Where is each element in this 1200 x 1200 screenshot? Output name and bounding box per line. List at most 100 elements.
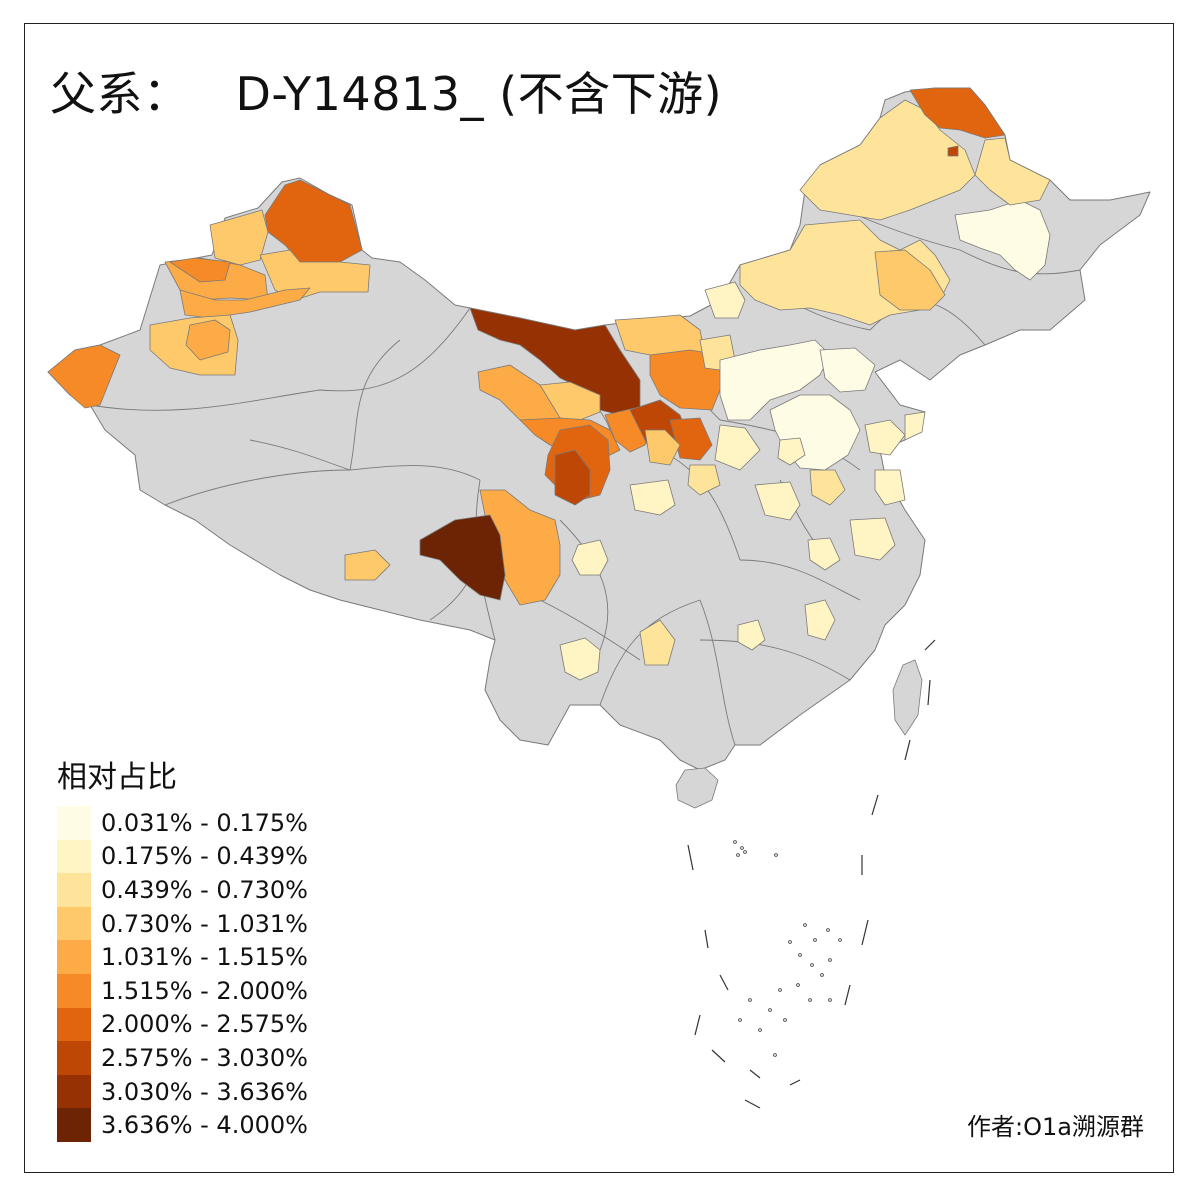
legend-label: 1.031% - 1.515% bbox=[101, 943, 308, 972]
island-dot bbox=[778, 988, 782, 992]
region-class-6 bbox=[169, 257, 231, 283]
boundary-dash bbox=[749, 1069, 761, 1079]
legend-label: 2.000% - 2.575% bbox=[101, 1010, 308, 1039]
legend-swatch bbox=[57, 906, 91, 941]
region-class-2 bbox=[754, 481, 801, 521]
island-dot bbox=[826, 928, 830, 932]
province-border bbox=[599, 599, 701, 706]
region-class-2 bbox=[571, 539, 609, 576]
island-dot bbox=[748, 998, 752, 1002]
map-title: 父系： D-Y14813_ (不含下游) bbox=[50, 58, 722, 124]
province-border bbox=[699, 599, 736, 746]
island-dot bbox=[810, 963, 814, 967]
island-dot bbox=[788, 940, 792, 944]
region-class-8 bbox=[947, 145, 959, 157]
legend-swatch bbox=[57, 940, 91, 974]
legend-item: 1.031% - 1.515% bbox=[57, 940, 308, 974]
province-border bbox=[249, 439, 351, 471]
legend-swatch bbox=[57, 1074, 91, 1109]
region-class-2 bbox=[864, 419, 906, 456]
province-border bbox=[349, 339, 401, 471]
region-class-4 bbox=[644, 429, 681, 466]
region-class-2 bbox=[804, 599, 836, 641]
island-dot bbox=[773, 1053, 777, 1057]
legend-item: 0.175% - 0.439% bbox=[57, 839, 308, 874]
legend-title: 相对占比 bbox=[57, 760, 177, 795]
boundary-dash bbox=[789, 1079, 801, 1086]
province-border bbox=[699, 639, 851, 681]
boundary-dash bbox=[694, 1014, 701, 1036]
legend-item: 3.636% - 4.000% bbox=[57, 1108, 308, 1142]
region-class-10 bbox=[419, 514, 506, 601]
title-haplogroup: D-Y14813_ bbox=[235, 67, 484, 121]
boundary-dash bbox=[711, 1049, 726, 1063]
province-border bbox=[739, 559, 861, 601]
legend-item: 2.575% - 3.030% bbox=[57, 1041, 308, 1075]
legend-item: 0.031% - 0.175% bbox=[57, 806, 308, 840]
region-class-2 bbox=[849, 517, 896, 561]
island-dot bbox=[820, 973, 824, 977]
legend-swatch bbox=[57, 1041, 91, 1075]
boundary-dash bbox=[704, 929, 709, 949]
region-class-3 bbox=[639, 619, 676, 666]
island-dot bbox=[838, 938, 842, 942]
island-dot bbox=[738, 1018, 742, 1022]
map-frame bbox=[24, 23, 1174, 1173]
island-dot bbox=[796, 983, 800, 987]
legend-swatch bbox=[57, 973, 91, 1008]
island-dot bbox=[803, 923, 807, 927]
legend-label: 2.575% - 3.030% bbox=[101, 1043, 308, 1072]
legend-swatch bbox=[57, 839, 91, 874]
region-class-3 bbox=[809, 469, 846, 506]
region-class-2 bbox=[874, 469, 906, 506]
boundary-dash bbox=[861, 919, 869, 946]
title-suffix: (不含下游) bbox=[499, 67, 723, 121]
region-class-3 bbox=[687, 464, 721, 496]
region-class-9 bbox=[469, 307, 641, 416]
legend: 0.031% - 0.175% 0.175% - 0.439% 0.439% - 0… bbox=[57, 806, 308, 1142]
legend-label: 0.175% - 0.439% bbox=[101, 842, 308, 871]
region-class-2 bbox=[704, 281, 746, 319]
region-class-2 bbox=[714, 424, 761, 471]
region-class-2 bbox=[737, 619, 766, 651]
boundary-dash bbox=[927, 679, 931, 706]
boundary-dash bbox=[871, 794, 879, 816]
region-class-1 bbox=[719, 339, 831, 421]
island-dot bbox=[798, 953, 802, 957]
region-class-7 bbox=[909, 87, 1006, 139]
legend-item: 0.730% - 1.031% bbox=[57, 906, 308, 941]
region-class-5 bbox=[179, 287, 311, 319]
island-dot bbox=[828, 958, 832, 962]
region-class-5 bbox=[185, 319, 231, 361]
title-prefix: 父系： bbox=[50, 67, 190, 121]
author-credit: 作者:O1a溯源群 bbox=[967, 1113, 1144, 1141]
legend-item: 2.000% - 2.575% bbox=[57, 1007, 308, 1042]
province-border bbox=[559, 519, 609, 651]
island-dot bbox=[813, 938, 817, 942]
legend-label: 0.439% - 0.730% bbox=[101, 875, 308, 904]
island-dot bbox=[808, 998, 812, 1002]
region-class-2 bbox=[629, 479, 676, 516]
legend-swatch bbox=[57, 806, 91, 840]
island-dot bbox=[743, 850, 747, 854]
region-class-2 bbox=[559, 637, 601, 681]
region-class-8 bbox=[554, 449, 591, 506]
boundary-dash bbox=[844, 984, 851, 1006]
island-dot bbox=[768, 1008, 772, 1012]
region-class-4 bbox=[209, 209, 269, 266]
taiwan-island bbox=[892, 659, 923, 736]
boundary-dash bbox=[924, 639, 936, 651]
region-class-3 bbox=[799, 99, 976, 221]
island-dot bbox=[740, 846, 744, 850]
island-dot bbox=[828, 998, 832, 1002]
boundary-dash bbox=[904, 739, 911, 761]
region-class-7 bbox=[264, 179, 363, 263]
boundary-dash bbox=[719, 974, 729, 991]
legend-label: 1.515% - 2.000% bbox=[101, 976, 308, 1005]
island-dot bbox=[736, 853, 740, 857]
region-class-7 bbox=[669, 417, 713, 461]
province-border bbox=[89, 307, 471, 411]
island-dot bbox=[733, 840, 737, 844]
legend-label: 3.030% - 3.636% bbox=[101, 1077, 308, 1106]
island-dot bbox=[758, 1028, 762, 1032]
